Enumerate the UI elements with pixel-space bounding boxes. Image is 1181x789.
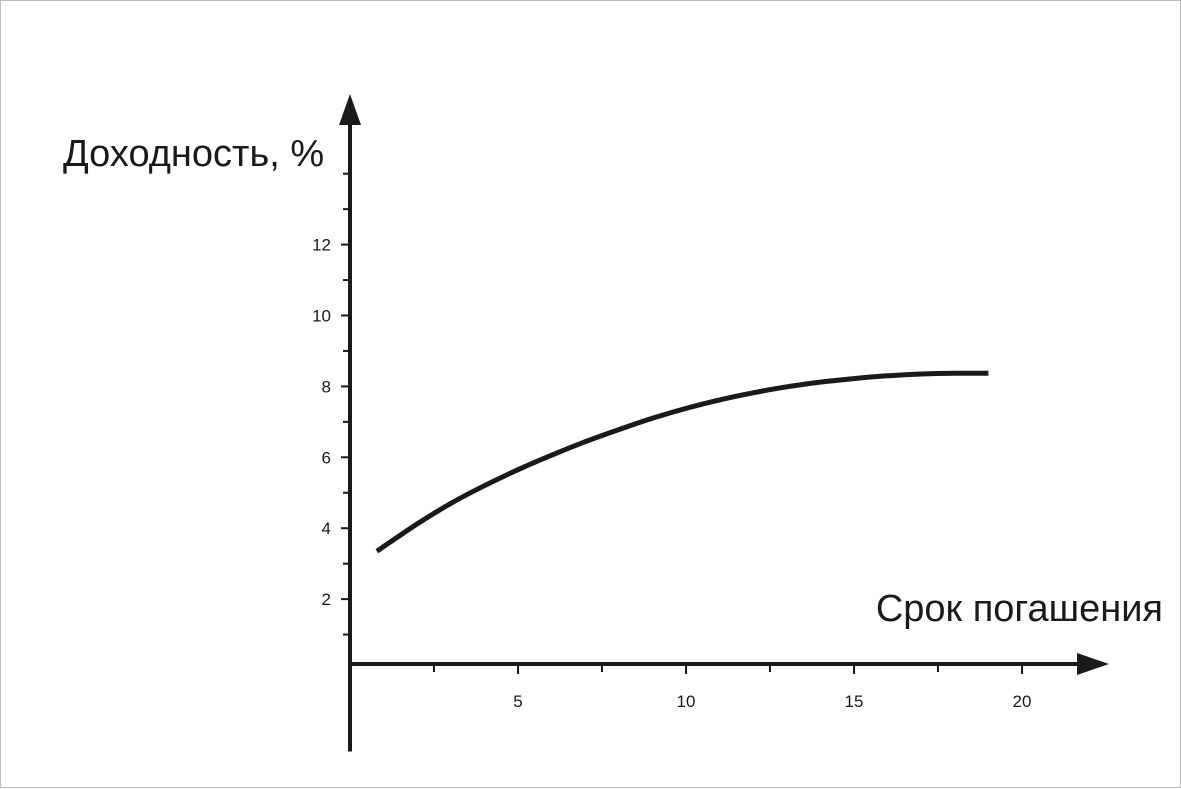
series-layer [375, 370, 989, 554]
y-axis-title: Доходность, % [63, 133, 324, 175]
x-tick-label: 10 [677, 692, 696, 711]
y-tick-label: 4 [322, 519, 331, 538]
x-tick-label: 15 [845, 692, 864, 711]
x-ticks: 5 10 15 20 [433, 664, 1032, 711]
y-tick-label: 6 [322, 448, 331, 467]
y-tick-label: 2 [322, 590, 331, 609]
yield-curve-line [375, 370, 989, 554]
y-tick-label: 12 [312, 236, 331, 255]
x-axis-arrow [1077, 653, 1109, 675]
y-ticks: 2 4 6 8 10 12 [312, 172, 350, 636]
axes [339, 94, 1109, 752]
x-tick-label: 5 [513, 692, 522, 711]
x-tick-label: 20 [1013, 692, 1032, 711]
x-axis-title: Срок погашения [876, 588, 1163, 630]
y-tick-label: 10 [312, 307, 331, 326]
y-tick-label: 8 [322, 377, 331, 396]
y-axis-arrow [339, 94, 361, 125]
